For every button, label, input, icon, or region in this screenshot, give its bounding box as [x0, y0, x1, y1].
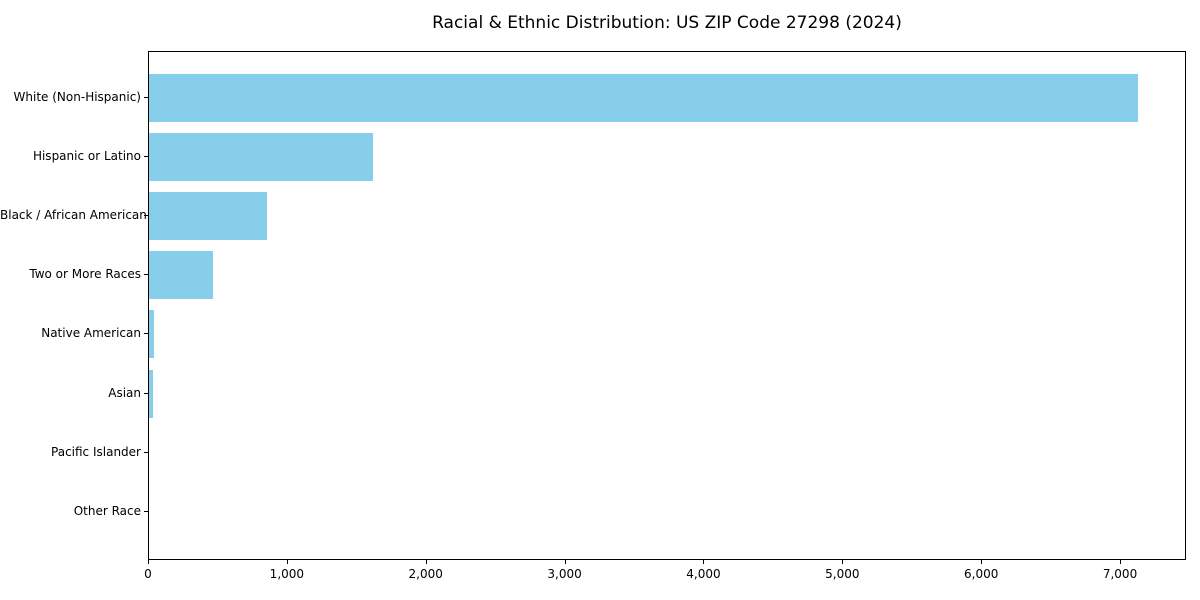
chart-title: Racial & Ethnic Distribution: US ZIP Cod… — [432, 13, 902, 33]
bar — [149, 310, 154, 359]
bar — [149, 251, 213, 300]
x-axis-tick — [148, 560, 149, 564]
x-axis-tick — [564, 560, 566, 564]
y-axis-category-label: Native American — [41, 326, 141, 341]
x-axis-tick-label: 4,000 — [686, 567, 721, 581]
y-axis-tick — [144, 274, 148, 276]
y-axis-category-label: Other Race — [73, 503, 141, 518]
x-axis-tick-label: 6,000 — [963, 567, 999, 581]
plot-area — [148, 51, 1186, 560]
y-axis-tick — [144, 214, 148, 216]
y-axis-category-label: Two or More Races — [29, 267, 141, 282]
y-axis-tick — [144, 451, 148, 453]
y-axis-tick — [144, 333, 148, 335]
bar — [149, 73, 1138, 122]
y-axis-category-label: Pacific Islander — [51, 444, 141, 459]
x-axis-tick — [703, 560, 705, 564]
x-axis-tick-label: 0 — [144, 567, 152, 581]
bar — [149, 132, 373, 181]
y-axis-category-label: White (Non-Hispanic) — [13, 89, 141, 104]
x-axis-tick-label: 1,000 — [269, 567, 305, 581]
bar — [149, 369, 154, 418]
x-axis-tick-label: 2,000 — [408, 567, 443, 581]
y-axis-tick — [144, 155, 148, 157]
x-axis-tick — [981, 560, 983, 564]
x-axis-tick — [425, 560, 427, 564]
x-axis-tick-label: 5,000 — [825, 567, 860, 581]
y-axis-category-label: Hispanic or Latino — [32, 148, 141, 163]
x-axis-tick — [1120, 560, 1122, 564]
x-axis-tick-label: 7,000 — [1102, 567, 1138, 581]
x-axis-tick — [842, 560, 844, 564]
y-axis-tick — [144, 510, 148, 512]
bar — [149, 191, 268, 240]
y-axis-tick — [144, 392, 148, 394]
x-axis-tick-label: 3,000 — [547, 567, 582, 581]
y-axis-category-label: Black / African American — [0, 207, 147, 222]
y-axis-category-label: Asian — [108, 385, 141, 400]
x-axis-tick — [286, 560, 288, 564]
y-axis-tick — [144, 96, 148, 98]
